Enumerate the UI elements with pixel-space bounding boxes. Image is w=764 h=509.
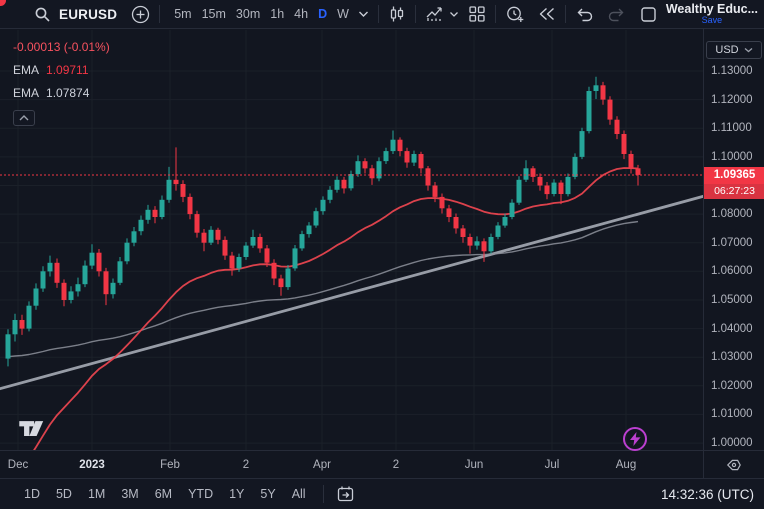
time-axis[interactable]: Dec 2023 Feb 2 Apr 2 Jun Jul Aug — [0, 450, 764, 479]
timeframe-4h[interactable]: 4h — [294, 7, 309, 21]
candlestick-style-icon[interactable] — [388, 5, 406, 23]
price-label: 1.04000 — [711, 322, 753, 335]
price-label: 1.00000 — [711, 437, 753, 450]
price-label: 1.05000 — [711, 293, 753, 306]
time-label-apr: Apr — [313, 458, 331, 471]
toolbar-divider — [494, 5, 496, 23]
undo-icon[interactable] — [575, 6, 594, 23]
price-change-text: -0.00013 (-0.01%) — [13, 40, 110, 54]
redo-icon[interactable] — [607, 6, 626, 23]
price-label: 1.13000 — [711, 65, 753, 77]
top-toolbar: EURUSD 5m 15m 30m 1h 4h D W — [0, 0, 764, 29]
range-1d[interactable]: 1D — [24, 487, 40, 501]
timeframe-15m[interactable]: 15m — [201, 7, 226, 21]
indicators-icon[interactable] — [425, 5, 444, 23]
time-label-2023: 2023 — [79, 458, 105, 471]
clock-utc[interactable]: 14:32:36 (UTC) — [660, 486, 754, 502]
range-all[interactable]: All — [291, 487, 306, 501]
settings-icon[interactable] — [726, 457, 742, 473]
range-6m[interactable]: 6M — [154, 487, 173, 501]
time-label-feb: Feb — [160, 458, 180, 471]
notification-dot — [0, 0, 6, 6]
search-icon[interactable] — [34, 6, 51, 23]
time-label-2: 2 — [242, 458, 250, 471]
price-axis[interactable]: USD 1.13000 1.12000 1.11000 1.10000 1.08000 1… — [703, 29, 764, 450]
timeframe-30m[interactable]: 30m — [235, 7, 261, 21]
range-1y[interactable]: 1Y — [229, 487, 245, 501]
range-5d[interactable]: 5D — [55, 487, 72, 501]
symbol-title[interactable]: EURUSD — [59, 6, 118, 22]
chevron-down-icon — [744, 48, 753, 53]
range-selector: 1D 5D 1M 3M 6M YTD 1Y 5Y All — [16, 487, 314, 501]
toolbar-divider — [564, 5, 566, 23]
bottombar-divider — [322, 485, 324, 503]
price-label: 1.12000 — [711, 93, 753, 106]
timeframe-1h[interactable]: 1h — [270, 7, 285, 21]
go-to-date-icon[interactable] — [336, 485, 355, 503]
toolbar-divider — [159, 5, 161, 23]
lightning-button[interactable] — [623, 427, 647, 451]
account-area: Wealthy Educ... Save — [666, 3, 758, 26]
ema-fast-value: 1.09711 — [46, 63, 89, 77]
time-label-2: 2 — [392, 458, 400, 471]
chart-canvas[interactable] — [0, 0, 703, 450]
time-label-dec: Dec — [7, 458, 29, 471]
tradingview-logo[interactable] — [16, 420, 47, 442]
currency-selector[interactable]: USD — [706, 41, 762, 59]
account-name[interactable]: Wealthy Educ... — [665, 1, 758, 16]
currency-label: USD — [715, 44, 739, 56]
time-label-jul: Jul — [544, 458, 560, 471]
timeframe-5m[interactable]: 5m — [174, 7, 192, 21]
price-label: 1.03000 — [711, 351, 753, 364]
price-label: 1.01000 — [711, 408, 753, 421]
price-label: 1.02000 — [711, 379, 753, 392]
range-1m[interactable]: 1M — [87, 487, 106, 501]
ema-fast-label[interactable]: EMA — [13, 63, 40, 77]
save-link[interactable]: Save — [701, 15, 723, 26]
add-symbol-icon[interactable] — [131, 5, 150, 24]
timeframe-W[interactable]: W — [337, 7, 349, 21]
indicator-templates-chevron-icon[interactable] — [449, 11, 459, 18]
range-ytd[interactable]: YTD — [188, 487, 214, 501]
time-label-aug: Aug — [615, 458, 637, 471]
timeframe-chevron-icon[interactable] — [358, 10, 369, 18]
save-layout-icon[interactable] — [640, 6, 657, 23]
price-label: 1.10000 — [711, 150, 753, 163]
bar-countdown: 06:27:23 — [704, 183, 764, 199]
range-3m[interactable]: 3M — [121, 487, 139, 501]
layout-grid-icon[interactable] — [468, 5, 486, 23]
current-price-badge: 1.09365 06:27:23 — [704, 166, 764, 199]
chart-legend: -0.00013 (-0.01%) EMA 1.09711 EMA 1.0787… — [13, 41, 110, 126]
axis-corner — [703, 451, 764, 479]
timeframe-group: 5m 15m 30m 1h 4h D W — [169, 7, 354, 21]
ema-slow-value: 1.07874 — [46, 86, 90, 100]
ema-slow-label[interactable]: EMA — [13, 86, 40, 100]
time-label-jun: Jun — [464, 458, 484, 471]
price-label: 1.06000 — [711, 265, 753, 278]
price-label: 1.11000 — [711, 122, 752, 135]
alert-icon[interactable] — [505, 5, 525, 24]
current-price-value: 1.09365 — [713, 168, 756, 181]
bottom-toolbar: 1D 5D 1M 3M 6M YTD 1Y 5Y All 14:32:36 (UTC) — [0, 478, 764, 509]
replay-icon[interactable] — [537, 6, 556, 22]
price-label: 1.07000 — [711, 236, 753, 249]
toolbar-divider — [377, 5, 379, 23]
range-5y[interactable]: 5Y — [260, 487, 276, 501]
price-label: 1.08000 — [711, 208, 753, 221]
toolbar-divider — [414, 5, 416, 23]
timeframe-D[interactable]: D — [318, 7, 328, 21]
legend-collapse-button[interactable] — [13, 110, 35, 126]
